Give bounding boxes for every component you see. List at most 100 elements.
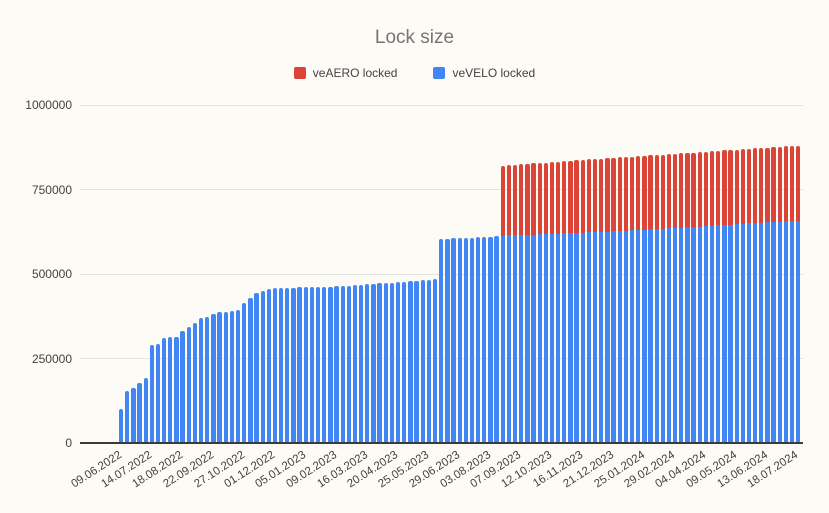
bar-stack[interactable] [475, 105, 481, 443]
bar-stack[interactable] [186, 105, 192, 443]
bar-stack[interactable] [173, 105, 179, 443]
bar-stack[interactable] [284, 105, 290, 443]
bar-stack[interactable] [457, 105, 463, 443]
bar-stack[interactable] [574, 105, 580, 443]
bar-stack[interactable] [346, 105, 352, 443]
bar-stack[interactable] [512, 105, 518, 443]
bar-stack[interactable] [241, 105, 247, 443]
bar-stack[interactable] [303, 105, 309, 443]
bar-stack[interactable] [518, 105, 524, 443]
bar-stack[interactable] [623, 105, 629, 443]
bar-stack[interactable] [746, 105, 752, 443]
bar-stack[interactable] [309, 105, 315, 443]
bar-stack[interactable] [432, 105, 438, 443]
bar-stack[interactable] [297, 105, 303, 443]
bar-stack[interactable] [592, 105, 598, 443]
bar-stack[interactable] [684, 105, 690, 443]
bar-stack[interactable] [734, 105, 740, 443]
bar-stack[interactable] [777, 105, 783, 443]
bar-stack[interactable] [180, 105, 186, 443]
bar-stack[interactable] [414, 105, 420, 443]
bar-stack[interactable] [703, 105, 709, 443]
bar-stack[interactable] [149, 105, 155, 443]
bar-stack[interactable] [494, 105, 500, 443]
legend-item-veaero[interactable]: veAERO locked [293, 66, 397, 80]
bar-stack[interactable] [192, 105, 198, 443]
bar-stack[interactable] [426, 105, 432, 443]
bar-stack[interactable] [530, 105, 536, 443]
bar-stack[interactable] [617, 105, 623, 443]
bar-stack[interactable] [130, 105, 136, 443]
bar-stack[interactable] [253, 105, 259, 443]
bar-stack[interactable] [758, 105, 764, 443]
bar-stack[interactable] [697, 105, 703, 443]
bar-stack[interactable] [543, 105, 549, 443]
bar-stack[interactable] [647, 105, 653, 443]
bar-stack[interactable] [450, 105, 456, 443]
bar-stack[interactable] [795, 105, 801, 443]
bar-stack[interactable] [691, 105, 697, 443]
bar-stack[interactable] [210, 105, 216, 443]
bar-stack[interactable] [771, 105, 777, 443]
bar-stack[interactable] [389, 105, 395, 443]
bar-stack[interactable] [487, 105, 493, 443]
bar-stack[interactable] [352, 105, 358, 443]
bar-stack[interactable] [364, 105, 370, 443]
bar-stack[interactable] [167, 105, 173, 443]
bar-stack[interactable] [500, 105, 506, 443]
bar-stack[interactable] [204, 105, 210, 443]
bar-stack[interactable] [438, 105, 444, 443]
bar-stack[interactable] [752, 105, 758, 443]
bar-stack[interactable] [481, 105, 487, 443]
bar-stack[interactable] [420, 105, 426, 443]
bar-stack[interactable] [124, 105, 130, 443]
bar-stack[interactable] [598, 105, 604, 443]
bar-stack[interactable] [272, 105, 278, 443]
bar-stack[interactable] [463, 105, 469, 443]
bar-stack[interactable] [278, 105, 284, 443]
bar-stack[interactable] [641, 105, 647, 443]
bar-stack[interactable] [136, 105, 142, 443]
bar-stack[interactable] [555, 105, 561, 443]
bar-stack[interactable] [727, 105, 733, 443]
bar-stack[interactable] [783, 105, 789, 443]
bar-stack[interactable] [444, 105, 450, 443]
bar-stack[interactable] [395, 105, 401, 443]
bar-stack[interactable] [611, 105, 617, 443]
bar-stack[interactable] [740, 105, 746, 443]
bar-stack[interactable] [715, 105, 721, 443]
bar-stack[interactable] [290, 105, 296, 443]
bar-stack[interactable] [407, 105, 413, 443]
bar-stack[interactable] [223, 105, 229, 443]
bar-stack[interactable] [235, 105, 241, 443]
bar-stack[interactable] [764, 105, 770, 443]
bar-stack[interactable] [549, 105, 555, 443]
bar-stack[interactable] [580, 105, 586, 443]
bar-stack[interactable] [143, 105, 149, 443]
bar-stack[interactable] [561, 105, 567, 443]
bar-stack[interactable] [333, 105, 339, 443]
bar-stack[interactable] [678, 105, 684, 443]
bar-stack[interactable] [666, 105, 672, 443]
bar-stack[interactable] [654, 105, 660, 443]
bar-stack[interactable] [229, 105, 235, 443]
bar-stack[interactable] [629, 105, 635, 443]
bar-stack[interactable] [537, 105, 543, 443]
bar-stack[interactable] [604, 105, 610, 443]
bar-stack[interactable] [155, 105, 161, 443]
bar-stack[interactable] [524, 105, 530, 443]
bar-stack[interactable] [506, 105, 512, 443]
bar-stack[interactable] [567, 105, 573, 443]
bar-stack[interactable] [401, 105, 407, 443]
bar-stack[interactable] [340, 105, 346, 443]
bar-stack[interactable] [321, 105, 327, 443]
bar-stack[interactable] [789, 105, 795, 443]
bar-stack[interactable] [266, 105, 272, 443]
bar-stack[interactable] [672, 105, 678, 443]
bar-stack[interactable] [198, 105, 204, 443]
bar-stack[interactable] [709, 105, 715, 443]
bar-stack[interactable] [660, 105, 666, 443]
bar-stack[interactable] [260, 105, 266, 443]
bar-stack[interactable] [721, 105, 727, 443]
bar-stack[interactable] [469, 105, 475, 443]
